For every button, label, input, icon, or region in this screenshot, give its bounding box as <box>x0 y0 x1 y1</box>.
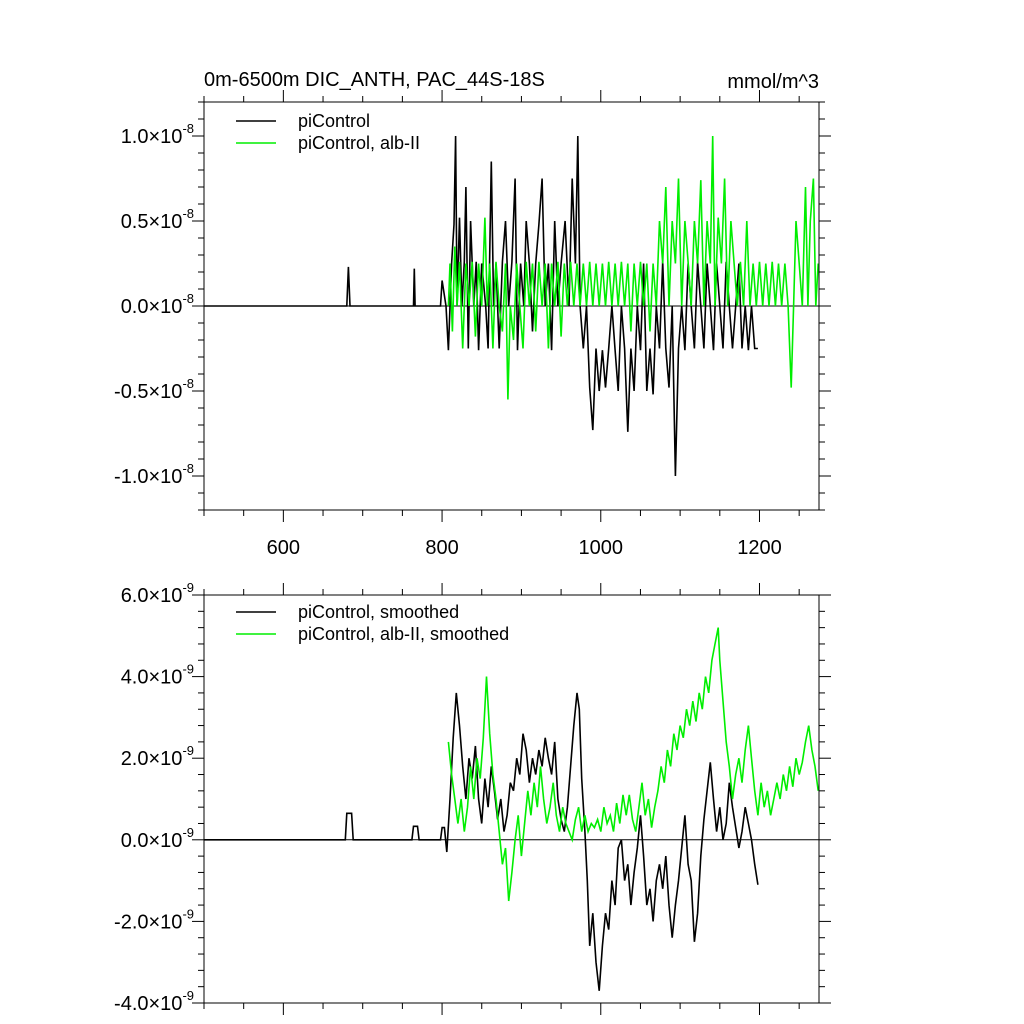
bottom-series-layer <box>204 627 819 991</box>
y-tick-label: -4.0×10-9 <box>114 988 194 1015</box>
chart-title: 0m-6500m DIC_ANTH, PAC_44S-18S <box>204 69 545 91</box>
y-tick-label: -1.0×10-8 <box>114 461 194 488</box>
bottom-legend: piControl, smoothed piControl, alb-II, s… <box>236 602 509 644</box>
series-line-picontrol-alb-ii-smoothed <box>447 627 819 902</box>
top-legend: piControl piControl, alb-II <box>236 111 420 153</box>
x-tick-label: 1200 <box>737 537 782 559</box>
y-tick-label: 4.0×10-9 <box>121 662 194 689</box>
y-tick-label: 6.0×10-9 <box>121 580 194 607</box>
legend-label-picontrol-smoothed: piControl, smoothed <box>298 602 459 622</box>
y-tick-label: 0.0×10-9 <box>121 825 194 852</box>
x-tick-label: 600 <box>267 537 300 559</box>
units-label: mmol/m^3 <box>727 71 819 93</box>
y-tick-label: 0.5×10-8 <box>121 206 194 233</box>
y-tick-label: -0.5×10-8 <box>114 376 194 403</box>
legend-label-picontrol: piControl <box>298 111 370 131</box>
legend-label-picontrol-alb-ii: piControl, alb-II <box>298 133 420 153</box>
top-axis-ticks: 600 800 1000 1200 1.0×10-8 0.5×10-8 0.0×10-8 -0… <box>114 90 831 559</box>
y-tick-label: 0.0×10-8 <box>121 291 194 318</box>
bottom-axis-ticks: 6.0×10-9 4.0×10-9 2.0×10-9 0.0×10-9 -2.0×10-… <box>114 580 831 1015</box>
y-tick-label: 2.0×10-9 <box>121 743 194 770</box>
bottom-panel: 6.0×10-9 4.0×10-9 2.0×10-9 0.0×10-9 -2.0×10-… <box>114 580 831 1015</box>
legend-label-picontrol-alb-ii-smoothed: piControl, alb-II, smoothed <box>298 624 509 644</box>
series-line-picontrol-alb-ii <box>447 135 819 400</box>
top-plot-frame <box>203 101 820 511</box>
top-panel: 0m-6500m DIC_ANTH, PAC_44S-18S mmol/m^3 … <box>114 69 831 559</box>
bottom-plot-frame <box>203 594 820 1004</box>
y-tick-label: 1.0×10-8 <box>121 121 194 148</box>
top-series-layer <box>204 135 819 477</box>
x-tick-label: 800 <box>425 537 458 559</box>
x-tick-label: 1000 <box>579 537 624 559</box>
series-line-picontrol-smoothed <box>204 692 759 991</box>
y-tick-label: -2.0×10-9 <box>114 906 194 933</box>
